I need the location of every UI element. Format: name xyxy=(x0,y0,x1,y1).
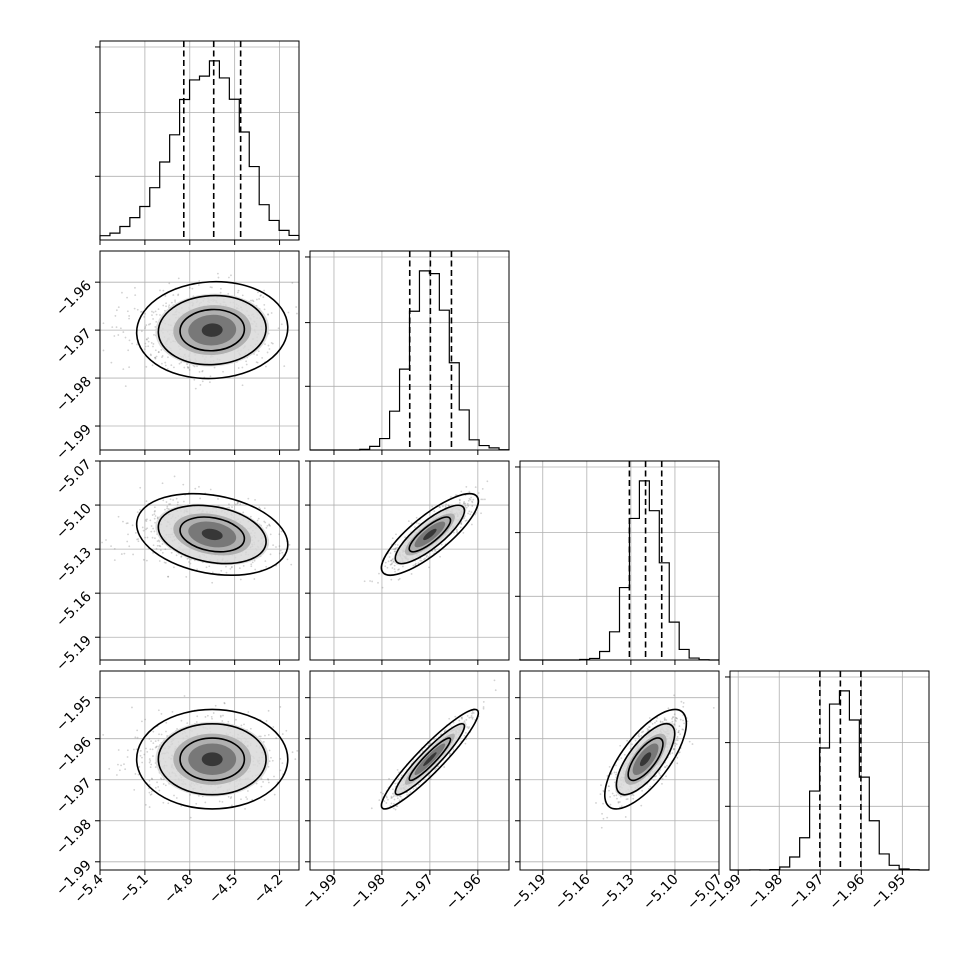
scatter-panel-3-0 xyxy=(95,670,300,875)
panel-frame-0-0 xyxy=(99,40,300,241)
contour-2-1-2 xyxy=(380,492,480,577)
panel-frame-3-3 xyxy=(729,670,930,871)
density-3-0-3 xyxy=(201,752,223,767)
xtick-label-3-2: −1.97 xyxy=(785,872,827,914)
density-2-0-3 xyxy=(201,528,223,541)
ytick-label-2-1: −5.16 xyxy=(53,589,95,631)
contour-2-0-2 xyxy=(135,492,289,577)
ytick-label-3-2: −1.97 xyxy=(53,775,95,817)
xtick-label-3-3: −1.96 xyxy=(826,871,868,913)
histogram-step-0 xyxy=(99,60,300,240)
ytick-label-1-3: −1.96 xyxy=(53,278,95,320)
histogram-step-1 xyxy=(310,270,510,451)
xtick-label-1-1: −1.98 xyxy=(347,872,389,914)
ytick-label-3-1: −1.98 xyxy=(53,816,95,858)
contour-3-0-0 xyxy=(179,737,246,782)
contour-1-0-1 xyxy=(157,294,267,366)
contour-3-1-0 xyxy=(408,737,452,782)
contour-3-1-1 xyxy=(394,722,466,796)
scatter-panel-3-1 xyxy=(305,670,510,875)
ytick-label-3-4: −1.95 xyxy=(53,693,95,735)
scatter-panel-1-0 xyxy=(95,250,300,455)
contour-2-0-1 xyxy=(157,504,267,565)
xtick-label-2-2: −5.13 xyxy=(596,872,638,914)
contour-2-1-1 xyxy=(394,504,466,565)
xtick-label-3-4: −1.95 xyxy=(868,872,910,914)
xtick-label-0-2: −4.8 xyxy=(161,872,196,907)
xtick-label-2-3: −5.10 xyxy=(640,872,682,914)
panel-frame-3-2 xyxy=(519,670,720,871)
contour-3-2-1 xyxy=(615,722,676,796)
histogram-step-2 xyxy=(520,480,719,661)
contour-3-0-2 xyxy=(135,708,289,810)
density-1-0-3 xyxy=(201,323,223,337)
ytick-label-2-2: −5.13 xyxy=(53,545,95,587)
panel-frame-1-1 xyxy=(309,250,510,451)
xtick-label-1-2: −1.97 xyxy=(395,872,437,914)
density-2-1-3 xyxy=(423,528,437,541)
xtick-label-3-1: −1.98 xyxy=(744,872,786,914)
panel-frame-3-1 xyxy=(309,670,510,871)
contour-1-0-2 xyxy=(135,280,289,380)
histogram-panel-1 xyxy=(305,250,510,455)
ytick-label-1-1: −1.98 xyxy=(53,374,95,416)
xtick-label-2-1: −5.16 xyxy=(552,871,594,913)
histogram-panel-0 xyxy=(95,40,300,245)
histogram-step-3 xyxy=(730,690,929,871)
scatter-panel-3-2 xyxy=(515,670,720,875)
xtick-label-1-3: −1.96 xyxy=(443,871,485,913)
density-3-2-3 xyxy=(639,752,652,767)
ytick-label-2-3: −5.10 xyxy=(53,501,95,543)
ytick-label-3-3: −1.96 xyxy=(53,734,95,776)
panel-frame-1-0 xyxy=(99,250,300,451)
contour-2-0-0 xyxy=(179,516,246,553)
contour-3-2-2 xyxy=(603,708,688,810)
histogram-panel-2 xyxy=(515,460,720,665)
panel-frame-3-0 xyxy=(99,670,300,871)
xtick-label-0-1: −5.1 xyxy=(116,872,151,907)
contour-2-1-0 xyxy=(408,516,452,553)
histogram-panel-3 xyxy=(725,670,930,875)
contour-3-0-1 xyxy=(157,722,267,796)
panel-frame-2-0 xyxy=(99,460,300,661)
xtick-label-0-4: −4.2 xyxy=(251,872,286,907)
contour-3-1-2 xyxy=(380,708,480,810)
ytick-label-2-4: −5.07 xyxy=(53,457,95,499)
panel-frame-2-2 xyxy=(519,460,720,661)
xtick-label-1-0: −1.99 xyxy=(299,872,341,914)
ytick-label-1-2: −1.97 xyxy=(53,326,95,368)
xtick-label-0-3: −4.5 xyxy=(206,872,241,907)
density-3-1-3 xyxy=(423,752,437,767)
xtick-label-2-0: −5.19 xyxy=(508,872,550,914)
ytick-label-2-0: −5.19 xyxy=(53,633,95,675)
scatter-panel-2-1 xyxy=(305,460,510,665)
contour-3-2-0 xyxy=(627,737,664,782)
ytick-label-1-0: −1.99 xyxy=(53,422,95,464)
panel-frame-2-1 xyxy=(309,460,510,661)
contour-1-0-0 xyxy=(179,308,246,352)
scatter-panel-2-0 xyxy=(95,460,300,665)
